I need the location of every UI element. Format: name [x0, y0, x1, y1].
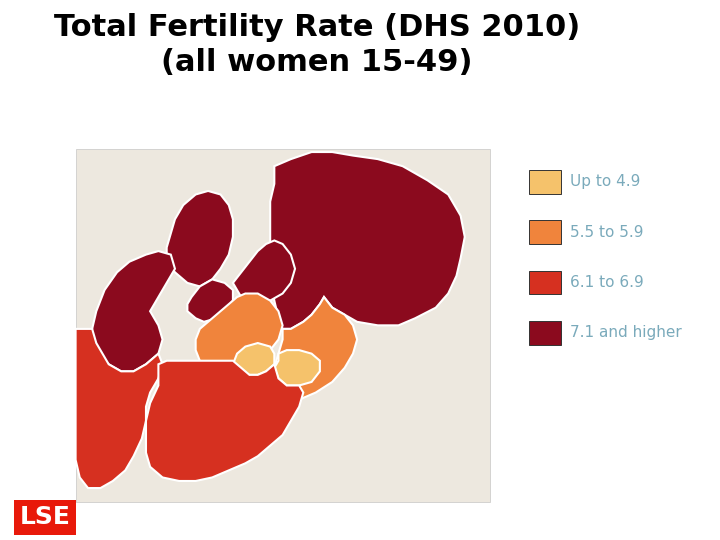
- Polygon shape: [196, 294, 282, 372]
- Polygon shape: [233, 343, 274, 375]
- Bar: [76, 148, 490, 502]
- Text: Total Fertility Rate (DHS 2010)
(all women 15-49): Total Fertility Rate (DHS 2010) (all wom…: [54, 14, 580, 77]
- Bar: [529, 271, 561, 294]
- Bar: [529, 321, 561, 345]
- Bar: [529, 220, 561, 244]
- Text: Up to 4.9: Up to 4.9: [570, 174, 641, 190]
- Polygon shape: [274, 350, 320, 386]
- Polygon shape: [166, 191, 233, 286]
- Text: 6.1 to 6.9: 6.1 to 6.9: [570, 275, 644, 290]
- Text: 7.1 and higher: 7.1 and higher: [570, 325, 682, 340]
- Bar: [14, 500, 76, 535]
- Polygon shape: [88, 251, 175, 372]
- Bar: [529, 170, 561, 194]
- Polygon shape: [233, 240, 295, 304]
- Text: LSE: LSE: [19, 505, 71, 529]
- Polygon shape: [187, 279, 233, 322]
- Polygon shape: [76, 329, 163, 488]
- Polygon shape: [146, 361, 303, 481]
- Polygon shape: [270, 152, 465, 329]
- Text: 5.5 to 5.9: 5.5 to 5.9: [570, 225, 644, 240]
- Polygon shape: [274, 297, 357, 400]
